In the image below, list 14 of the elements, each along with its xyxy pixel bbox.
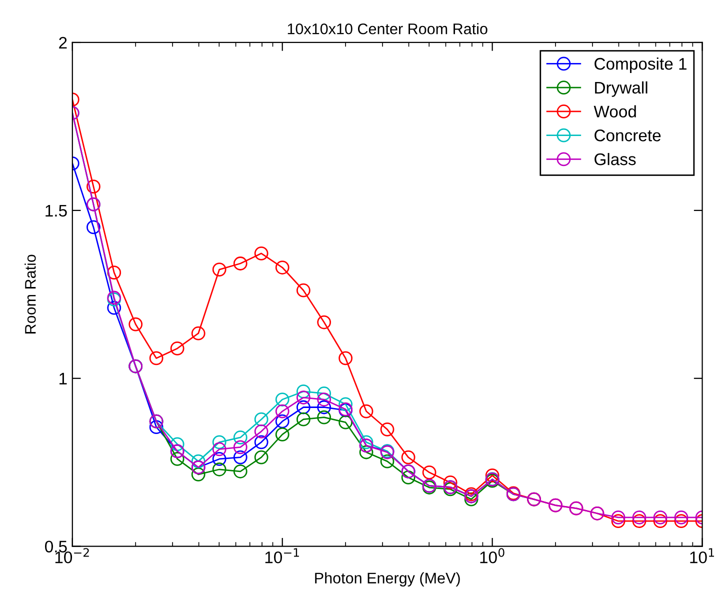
y-tick-label: 1.5 (46, 205, 67, 217)
x-tick-label: 10$^{1}$ (690, 548, 714, 564)
legend-label: Concrete (594, 130, 661, 142)
legend-label: Glass (594, 152, 636, 166)
x-axis-title: Photon Energy (MeV) (315, 572, 460, 586)
legend-label: Wood (594, 105, 636, 118)
x-tick-label: 10$^{0}$ (480, 548, 504, 564)
legend-label: Drywall (595, 81, 648, 97)
y-tick-label: 1 (60, 372, 67, 384)
y-tick-label: 2 (59, 36, 67, 49)
chart-title: 10x10x10 Center Room Ratio (288, 23, 488, 34)
y-axis-title: Room Ratio (24, 254, 36, 334)
legend-label: Composite 1 (594, 57, 686, 74)
x-tick-label: 10$^{−1}$ (265, 548, 299, 564)
